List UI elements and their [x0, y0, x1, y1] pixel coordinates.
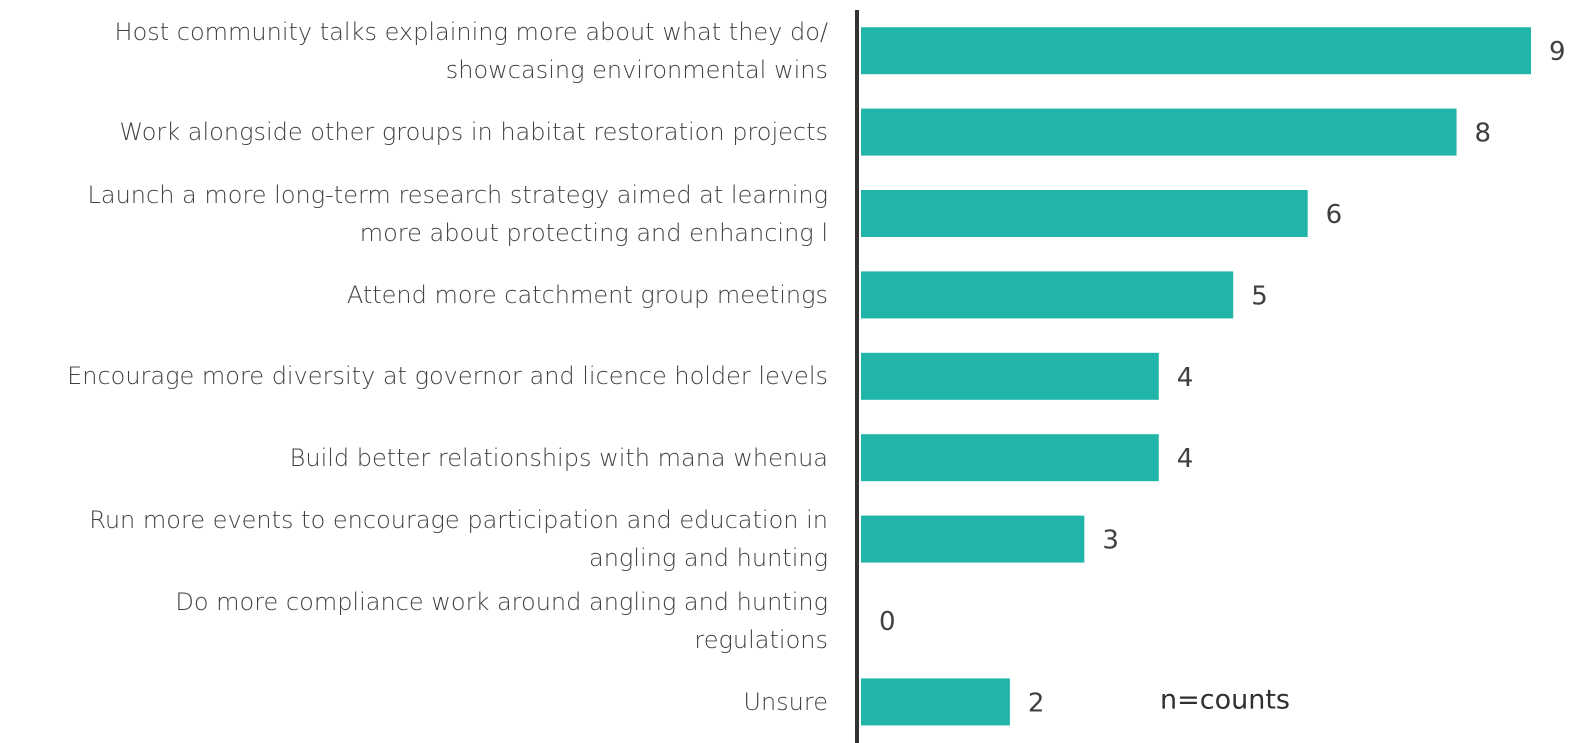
- category-label: Encourage more diversity at governor and…: [67, 362, 828, 391]
- annotation: n=counts: [1160, 685, 1290, 716]
- bar: [861, 27, 1531, 75]
- value-label: 0: [879, 607, 896, 637]
- bar: [861, 190, 1308, 237]
- bar: [861, 434, 1159, 482]
- category-label: Host community talks explaining more abo…: [114, 17, 828, 84]
- category-label: Unsure: [743, 687, 828, 716]
- bar: [861, 678, 1010, 726]
- value-label: 8: [1475, 119, 1492, 149]
- value-label: 5: [1251, 281, 1268, 311]
- value-label: 6: [1326, 200, 1343, 230]
- value-label: 3: [1102, 526, 1119, 556]
- category-label: Work alongside other groups in habitat r…: [119, 118, 828, 147]
- category-label: Run more events to encourage participati…: [89, 506, 828, 573]
- category-label: Build better relationships with mana whe…: [289, 443, 828, 472]
- value-label: 2: [1028, 688, 1045, 718]
- category-label: Do more compliance work around angling a…: [175, 587, 828, 654]
- value-label: 4: [1177, 363, 1194, 393]
- value-label: 9: [1549, 37, 1566, 67]
- bar: [861, 108, 1457, 156]
- bar: [861, 271, 1234, 319]
- category-label: Launch a more long-term research strateg…: [87, 180, 828, 247]
- bar: [861, 515, 1085, 563]
- bar: [861, 352, 1159, 400]
- value-label: 4: [1177, 444, 1194, 474]
- category-label: Attend more catchment group meetings: [346, 280, 828, 309]
